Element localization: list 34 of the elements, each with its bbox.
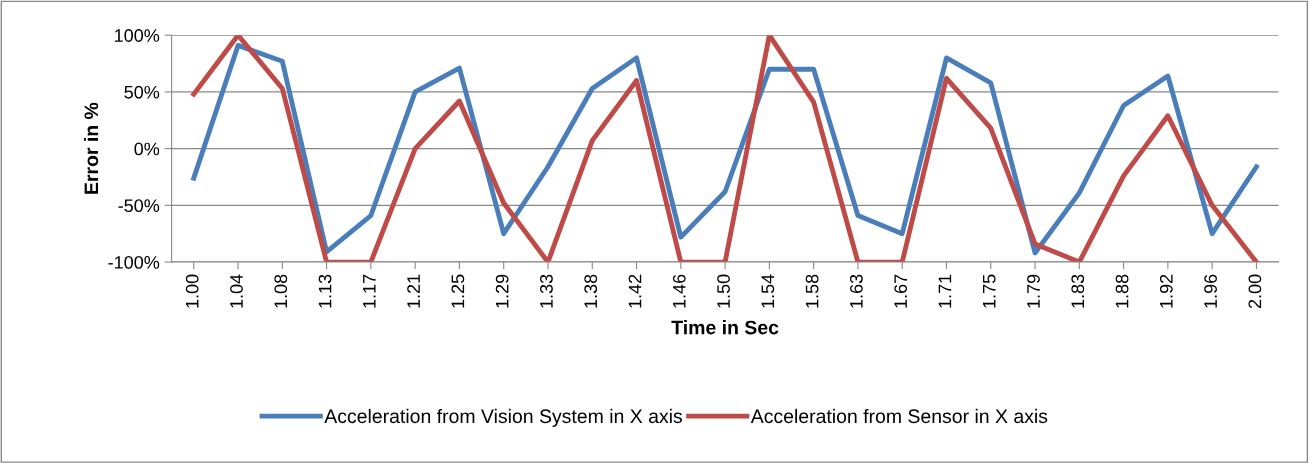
- x-tick-label: 2.00: [1248, 274, 1262, 309]
- y-tick-label: -100%: [108, 255, 160, 269]
- y-tick-label: 0%: [134, 142, 160, 156]
- y-tick-label: 100%: [115, 29, 160, 42]
- x-tick-label: 1.88: [1115, 274, 1129, 308]
- x-tick-label: 1.33: [540, 274, 553, 308]
- x-tick-label: 1.71: [938, 274, 952, 308]
- x-tick-label: 1.38: [584, 274, 598, 308]
- x-tick-label: 1.13: [318, 274, 332, 308]
- x-tick-label: 1.54: [761, 274, 775, 308]
- x-tick-label: 1.50: [717, 274, 730, 308]
- x-tick-label: 1.92: [1159, 274, 1173, 308]
- x-tick-label: 1.42: [628, 274, 642, 308]
- x-tick-label: 1.83: [1071, 274, 1085, 308]
- y-tick-label: -50%: [118, 199, 160, 213]
- x-tick-label: 1.17: [363, 274, 376, 308]
- x-axis-title: Time in Sec: [671, 320, 779, 335]
- x-tick-label: 1.29: [495, 274, 509, 308]
- y-tick-label: 50%: [124, 85, 160, 99]
- x-tick-label: 1.96: [1204, 274, 1217, 308]
- x-tick-label: 1.21: [407, 274, 420, 308]
- x-tick-label: 1.79: [1027, 274, 1040, 308]
- x-tick-label: 1.67: [894, 274, 908, 308]
- x-tick-label: 1.25: [451, 274, 465, 308]
- y-axis-title: Error in %: [83, 102, 99, 194]
- x-tick-label: 1.58: [805, 274, 819, 308]
- x-tick-label: 1.04: [230, 274, 243, 308]
- x-tick-label: 1.08: [274, 274, 288, 308]
- x-tick-label: 1.00: [185, 274, 199, 308]
- legend-label: Acceleration from Vision System in X axis: [324, 408, 683, 427]
- x-tick-label: 1.75: [983, 274, 996, 308]
- legend-label: Acceleration from Sensor in X axis: [750, 408, 1048, 424]
- x-tick-label: 1.63: [849, 274, 863, 308]
- x-tick-label: 1.46: [672, 274, 686, 308]
